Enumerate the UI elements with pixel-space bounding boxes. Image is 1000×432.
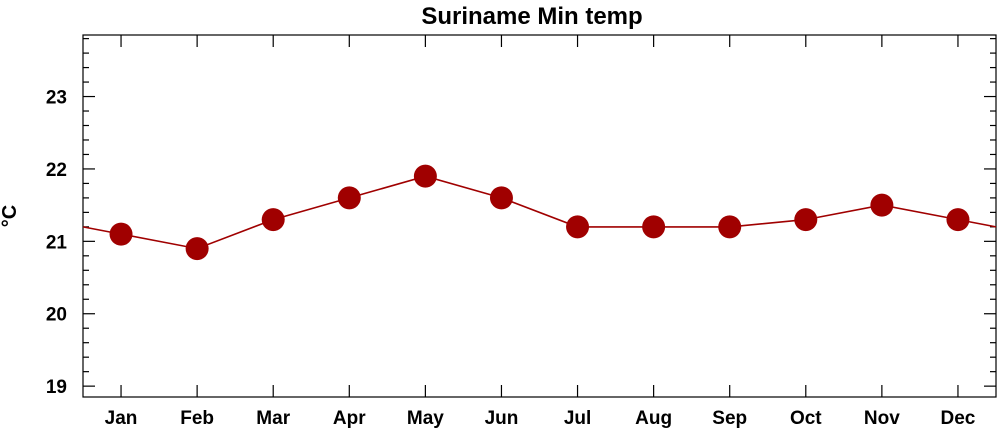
x-tick-label: Dec	[941, 408, 976, 429]
x-tick-label: Nov	[864, 408, 900, 429]
x-tick-label: Jan	[105, 408, 138, 429]
x-tick-label: Apr	[333, 408, 366, 429]
x-axis-ticks: Jan Feb Mar Apr May Jun Jul Aug Sep Oct Nov Dec	[105, 35, 976, 429]
y-axis-ticks: 19 20 21 22 23	[46, 38, 996, 398]
series-line	[82, 175, 997, 250]
data-point-may	[413, 164, 437, 188]
x-tick-label: Oct	[790, 408, 822, 429]
y-tick-label: 19	[46, 377, 67, 398]
data-point-mar	[261, 208, 285, 232]
x-tick-label: Aug	[635, 408, 672, 429]
data-point-dec	[946, 208, 970, 232]
data-point-apr	[337, 186, 361, 210]
data-point-feb	[185, 237, 209, 261]
data-point-jan	[109, 222, 133, 246]
data-point-jul	[566, 215, 590, 239]
chart-title: Suriname Min temp	[421, 3, 642, 30]
x-tick-label: Jun	[485, 408, 519, 429]
x-tick-label: Jul	[564, 408, 591, 429]
y-tick-label: 23	[46, 88, 67, 109]
data-point-jun	[489, 186, 513, 210]
y-tick-label: 22	[46, 160, 67, 181]
y-axis-label: °C	[0, 205, 21, 227]
data-point-aug	[642, 215, 666, 239]
x-tick-label: Mar	[256, 408, 290, 429]
data-point-sep	[718, 215, 742, 239]
x-tick-label: Sep	[712, 408, 747, 429]
data-point-nov	[870, 193, 894, 217]
data-series	[82, 164, 997, 261]
data-point-oct	[794, 208, 818, 232]
x-tick-label: Feb	[180, 408, 214, 429]
x-tick-label: May	[407, 408, 444, 429]
y-tick-label: 20	[46, 305, 67, 326]
y-tick-label: 21	[46, 232, 68, 253]
plot-frame	[82, 34, 997, 398]
